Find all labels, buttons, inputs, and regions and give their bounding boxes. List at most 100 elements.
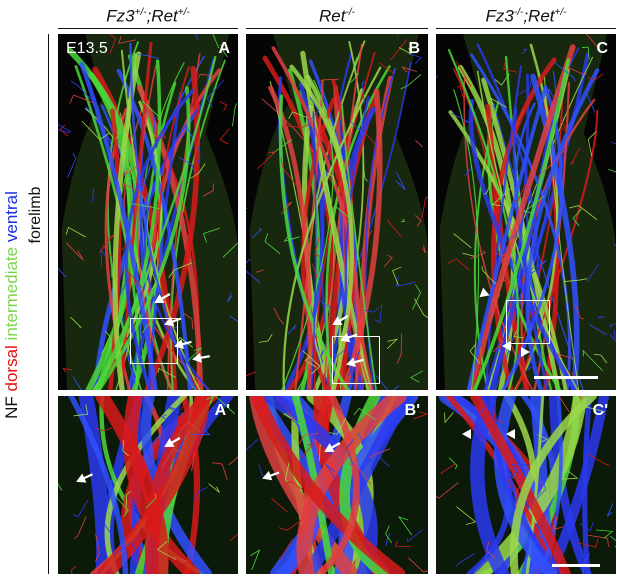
arrowhead-marker — [479, 287, 490, 298]
nerve-twig — [320, 300, 332, 309]
nerve-twig — [70, 80, 95, 103]
nerve-twig — [352, 57, 358, 69]
nerve-twig — [251, 227, 263, 239]
panel-letter: A — [218, 40, 230, 57]
nerve-twig — [161, 414, 175, 426]
nerve-twig — [400, 74, 422, 90]
nerve-twig — [92, 188, 95, 203]
nerve-twig — [118, 36, 137, 44]
nerve-branch — [310, 111, 317, 390]
nerve-twig — [378, 61, 394, 74]
nerve-twig — [58, 267, 67, 278]
nerve-twig — [509, 467, 518, 480]
nerve-twig — [246, 207, 247, 209]
nerve-twig — [196, 147, 201, 167]
nerve-twig — [288, 111, 309, 120]
zoomed-image — [246, 396, 428, 574]
nerve-twig — [168, 262, 193, 278]
nerve-twig — [347, 349, 361, 377]
legend-nf: NF — [2, 396, 21, 419]
nerve-twig — [515, 483, 523, 510]
nerve-twig — [180, 124, 193, 138]
nerve-twig — [301, 442, 315, 458]
nerve-twig — [222, 242, 238, 258]
nerve-twig — [281, 201, 293, 215]
zoomed-image — [58, 396, 238, 574]
nerve-twig — [413, 411, 428, 420]
nerve-twig — [561, 470, 579, 480]
nerve-twig — [422, 245, 426, 254]
nerve-twig — [409, 370, 424, 383]
nerve-branch — [170, 59, 226, 390]
nerve-twig — [246, 371, 256, 377]
nerve-twig — [522, 48, 528, 54]
nerve-twig — [95, 533, 100, 562]
legend-intermediate: intermediate — [2, 246, 21, 341]
forelimb-label-wrap: forelimb — [26, 40, 46, 390]
nerve-twig — [569, 538, 586, 553]
nerve-twig — [385, 533, 391, 546]
nerve-branch — [291, 396, 336, 574]
nerve-branch — [453, 89, 480, 390]
nerve-twig — [190, 427, 211, 436]
nerve-twig — [304, 356, 317, 368]
nerve-twig — [119, 274, 131, 295]
nerve-twig — [178, 157, 196, 174]
nerve-twig — [584, 400, 605, 413]
legend-dorsal: dorsal — [2, 345, 21, 392]
nerve-twig — [610, 535, 616, 548]
nerve-twig — [386, 338, 399, 350]
nerve-twig — [212, 34, 220, 49]
nerve-twig — [415, 140, 423, 148]
nerve-twig — [611, 141, 616, 145]
nerve-twig — [453, 233, 472, 249]
nerve-twig — [219, 101, 228, 112]
nerve-twig — [329, 417, 347, 435]
nerve-twig — [95, 427, 112, 432]
nerve-branch — [136, 84, 204, 390]
nerve-twig — [390, 39, 408, 61]
forelimb-label: forelimb — [27, 186, 44, 244]
panel-zoom-b: B' — [246, 396, 428, 574]
nerve-twig — [395, 276, 416, 287]
nerve-twig — [113, 542, 139, 556]
nerve-twig — [406, 529, 424, 543]
nerve-twig — [102, 244, 113, 257]
nerve-branch — [341, 88, 383, 390]
nerve-branch — [325, 65, 391, 390]
nerve-twig — [250, 549, 261, 571]
nerve-twig — [456, 506, 477, 525]
nerve-branch — [470, 396, 571, 574]
nerve-twig — [197, 73, 215, 80]
nerve-branch — [68, 396, 129, 574]
nerve-branch — [468, 98, 577, 390]
nerve-twig — [150, 267, 157, 291]
arrow-marker — [332, 315, 349, 325]
nerve-twig — [264, 233, 281, 255]
arrowhead-marker — [462, 429, 471, 439]
nerve-branch — [470, 53, 571, 390]
nerve-twig — [273, 307, 285, 325]
nerve-branch — [93, 59, 162, 390]
nerve-twig — [81, 120, 110, 141]
nerve-twig — [451, 112, 470, 123]
nerve-twig — [582, 349, 603, 371]
nerve-branch — [94, 56, 217, 390]
nerve-twig — [142, 100, 163, 120]
scale-bar — [534, 376, 598, 379]
nerve-twig — [534, 481, 547, 502]
nerve-twig — [486, 541, 496, 559]
nerve-twig — [220, 44, 228, 58]
nerve-twig — [364, 306, 380, 313]
nerve-branch — [123, 396, 201, 574]
header-rule-b — [246, 28, 428, 29]
nerve-twig — [421, 196, 428, 219]
nerve-twig — [156, 540, 177, 560]
nerve-twig — [350, 120, 366, 135]
nerve-twig — [492, 338, 504, 353]
nerve-twig — [153, 113, 156, 133]
nerve-twig — [348, 463, 372, 485]
nerve-branch — [483, 73, 530, 390]
nerve-twig — [588, 454, 610, 467]
nerve-twig — [58, 129, 70, 134]
